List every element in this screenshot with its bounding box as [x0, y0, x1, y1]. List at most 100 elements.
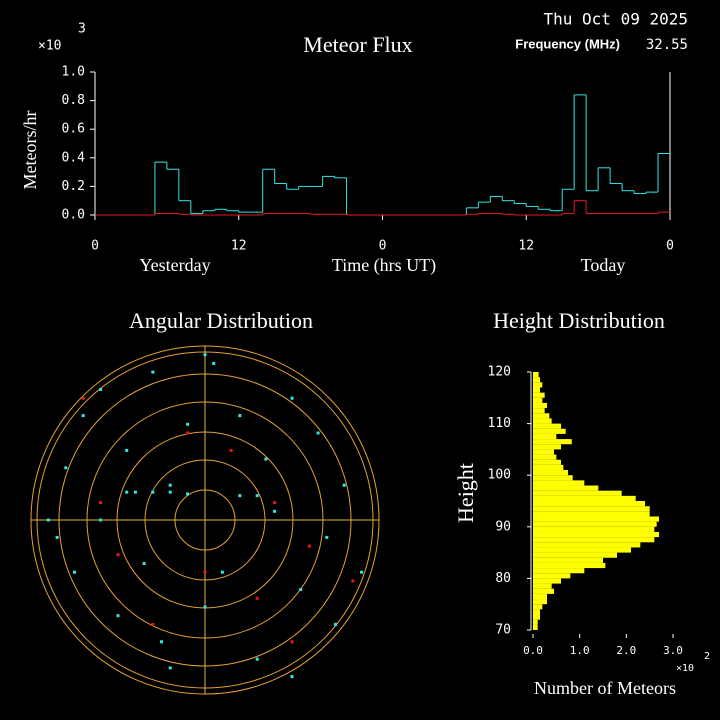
- bar: [533, 588, 554, 594]
- bar: [533, 402, 547, 409]
- x-multiplier: ×10: [676, 663, 694, 674]
- x-sublabel: Yesterday: [139, 255, 210, 275]
- bar: [533, 475, 573, 481]
- date: Thu Oct 09 2025: [544, 10, 689, 29]
- point: [264, 457, 268, 461]
- bar: [533, 433, 557, 440]
- y-tick-label: 110: [488, 416, 511, 431]
- x-tick-label: 0.0: [523, 644, 543, 657]
- bar: [533, 470, 568, 476]
- point: [116, 553, 120, 557]
- point: [325, 535, 329, 539]
- point: [255, 596, 259, 600]
- point: [46, 518, 50, 522]
- point: [64, 466, 68, 470]
- point: [81, 396, 85, 400]
- point: [220, 570, 224, 574]
- bar: [533, 506, 650, 512]
- point: [116, 614, 120, 618]
- x-tick-label: 2.0: [616, 644, 636, 657]
- y-tick-label: 1.0: [62, 65, 85, 80]
- bar: [533, 418, 552, 424]
- point: [168, 490, 172, 494]
- x-tick-label: 12: [518, 239, 534, 254]
- bar: [533, 599, 547, 605]
- height-title: Height Distribution: [493, 308, 665, 333]
- point: [229, 448, 233, 452]
- point: [73, 570, 76, 574]
- frequency-label: Frequency (MHz): [515, 36, 620, 51]
- bar: [533, 552, 617, 558]
- bar: [533, 526, 655, 532]
- bar: [533, 511, 650, 517]
- bar: [533, 531, 659, 538]
- point: [273, 501, 277, 505]
- bar: [533, 542, 641, 548]
- point: [203, 570, 207, 574]
- bar: [533, 382, 543, 388]
- point: [290, 396, 294, 400]
- point: [212, 361, 216, 365]
- polar-grid: [30, 345, 380, 695]
- y-tick-label: 0.6: [62, 122, 85, 137]
- y-tick-label: 0.2: [62, 179, 85, 194]
- point: [151, 490, 155, 494]
- bar: [533, 387, 540, 393]
- bar: [533, 485, 599, 491]
- y-axis-label: Height: [453, 463, 478, 523]
- point: [342, 483, 346, 487]
- bar: [533, 604, 543, 610]
- bar: [533, 593, 547, 600]
- point: [186, 492, 190, 496]
- y-tick-label: 0.4: [62, 150, 86, 165]
- y-tick-label: 90: [495, 519, 511, 534]
- bar: [533, 444, 561, 450]
- bar: [533, 562, 606, 569]
- y-axis-label: Meteors/hr: [20, 111, 40, 190]
- bar: [533, 480, 585, 486]
- bar: [533, 464, 564, 471]
- frequency: 32.55: [646, 37, 688, 53]
- bar: [533, 624, 538, 630]
- point: [203, 353, 207, 357]
- x-sublabel: Today: [581, 255, 626, 275]
- bar: [533, 490, 622, 496]
- point: [168, 666, 172, 670]
- x-tick-label: 0: [91, 239, 99, 254]
- bar: [533, 372, 539, 378]
- x-tick-label: 0: [666, 239, 674, 254]
- point: [334, 622, 337, 626]
- y-tick-label: 0.0: [62, 208, 85, 223]
- bar: [533, 454, 557, 460]
- bar: [533, 521, 657, 527]
- y-tick-label: 80: [495, 571, 511, 586]
- bar: [533, 568, 585, 574]
- bar: [533, 537, 655, 543]
- point: [151, 622, 155, 626]
- bar: [533, 392, 545, 398]
- bar: [533, 516, 659, 522]
- bar: [533, 377, 540, 383]
- point: [351, 579, 355, 583]
- point: [360, 570, 364, 574]
- point: [316, 431, 320, 435]
- bar: [533, 573, 571, 579]
- point: [238, 494, 242, 498]
- y-tick-label: 70: [495, 623, 511, 638]
- point: [168, 483, 172, 487]
- point: [186, 431, 190, 435]
- bar: [533, 557, 603, 563]
- bar: [533, 583, 552, 589]
- point: [125, 448, 129, 452]
- point: [203, 605, 207, 609]
- x-tick-label: 0: [379, 239, 387, 254]
- bar: [533, 413, 550, 419]
- bar: [533, 423, 561, 429]
- bar: [533, 495, 636, 501]
- x-tick-label: 3.0: [663, 644, 683, 657]
- point: [99, 388, 103, 391]
- bar: [533, 459, 561, 465]
- point: [186, 422, 190, 426]
- bar: [533, 619, 538, 625]
